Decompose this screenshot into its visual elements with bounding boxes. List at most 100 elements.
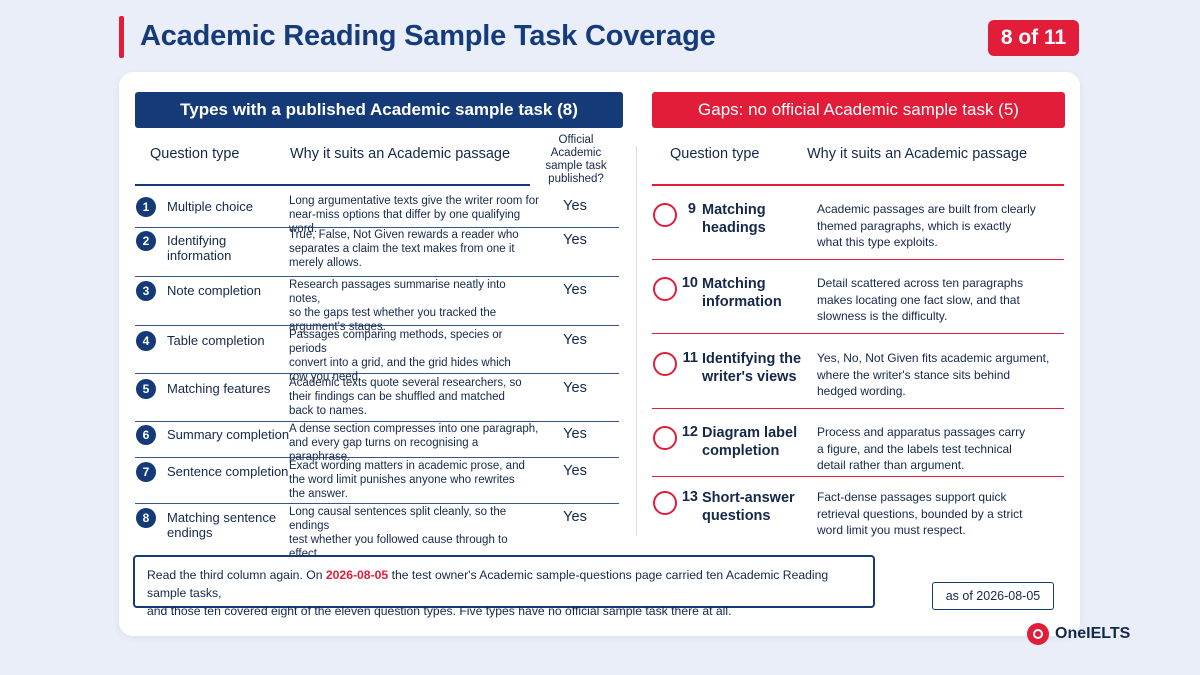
row-number-badge: 3: [136, 281, 156, 301]
empty-status-circle-icon: [653, 491, 677, 515]
right-col-header-type: Question type: [670, 146, 760, 162]
why-it-suits: Long causal sentences split cleanly, so …: [289, 505, 539, 561]
gap-why-line: Detail scattered across ten paragraphs: [817, 276, 1024, 290]
question-type-line: Summary completion: [167, 427, 290, 442]
why-it-suits: Exact wording matters in academic prose,…: [289, 459, 539, 501]
brand-name: OneIELTS: [1055, 625, 1131, 642]
page-indicator-badge: 8 of 11: [988, 20, 1079, 56]
gap-row-divider: [652, 476, 1064, 477]
why-it-suits: Research passages summarise neatly into …: [289, 278, 539, 334]
why-line: so the gaps test whether you tracked the: [289, 307, 497, 319]
note-text: Read the third column again. On: [147, 568, 326, 582]
gap-why-line: word limit you must respect.: [817, 523, 966, 537]
why-line: Passages comparing methods, species or p…: [289, 329, 503, 355]
why-it-suits: Long argumentative texts give the writer…: [289, 194, 539, 236]
gap-type-line: Short-answer: [702, 490, 795, 506]
empty-status-circle-icon: [653, 277, 677, 301]
gap-type-line: questions: [702, 508, 771, 524]
gap-type-line: Matching: [702, 276, 766, 292]
gap-number: 13: [681, 489, 698, 505]
why-line: the word limit punishes anyone who rewri…: [289, 474, 515, 486]
gap-row-divider: [652, 408, 1064, 409]
published-status: Yes: [563, 380, 587, 396]
row-divider: [135, 421, 619, 422]
row-number-badge: 2: [136, 231, 156, 251]
question-type-line: Matching features: [167, 381, 271, 396]
why-line: separates a claim the text makes from on…: [289, 243, 515, 255]
row-number-badge: 8: [136, 508, 156, 528]
published-status: Yes: [563, 232, 587, 248]
published-status: Yes: [563, 426, 587, 442]
gap-question-type: Matching information: [702, 275, 782, 311]
why-it-suits: Passages comparing methods, species or p…: [289, 328, 539, 384]
question-type-line: Sentence completion: [167, 464, 289, 479]
official-header-line: published?: [548, 173, 604, 185]
note-line-2: and those ten covered eight of the eleve…: [147, 604, 732, 618]
gap-why-line: retrieval questions, bounded by a strict: [817, 506, 1023, 521]
gap-why-line: slowness is the difficulty.: [817, 309, 948, 323]
gap-why-it-suits: Yes, No, Not Given fits academic argumen…: [817, 350, 1052, 400]
question-type: Note completion: [167, 283, 261, 298]
gap-why-line: what this type exploits.: [817, 235, 938, 249]
why-line: the answer.: [289, 488, 348, 500]
gap-question-type: Matching headings: [702, 201, 766, 237]
note-date: 2026-08-05: [325, 568, 389, 582]
row-number-badge: 1: [136, 197, 156, 217]
gap-why-it-suits: Academic passages are built from clearly…: [817, 201, 1052, 251]
gap-why-line: themed paragraphs, which is exactly: [817, 218, 1012, 233]
gap-question-type: Identifying the writer's views: [702, 350, 801, 386]
gap-type-line: Diagram label: [702, 425, 798, 441]
row-number-badge: 7: [136, 462, 156, 482]
gap-row-divider: [652, 259, 1064, 260]
question-type: Matching features: [167, 381, 270, 396]
right-header-rule: [652, 184, 1064, 186]
published-status: Yes: [563, 509, 587, 525]
gap-why-line: a figure, and the labels test technical: [817, 441, 1012, 456]
row-divider: [135, 373, 619, 374]
why-line: Academic texts quote several researchers…: [289, 377, 522, 389]
official-header-line: Official: [558, 134, 594, 146]
gap-why-line: Fact-dense passages support quick: [817, 490, 1007, 504]
right-col-header-why: Why it suits an Academic passage: [807, 146, 1028, 162]
left-col-header-type: Question type: [150, 146, 240, 162]
why-line: Long causal sentences split cleanly, so …: [289, 506, 507, 532]
content-card: [119, 72, 1080, 636]
page-title: Academic Reading Sample Task Coverage: [140, 20, 716, 52]
row-divider: [135, 276, 619, 277]
why-it-suits: A dense section compresses into one para…: [289, 422, 539, 464]
row-number-badge: 5: [136, 379, 156, 399]
row-divider: [135, 457, 619, 458]
empty-status-circle-icon: [653, 426, 677, 450]
question-type-line: Matching sentence: [167, 510, 277, 525]
left-col-header-why: Why it suits an Academic passage: [290, 146, 511, 162]
gap-number: 12: [681, 424, 698, 440]
empty-status-circle-icon: [653, 352, 677, 376]
why-line: their findings can be shuffled and match…: [289, 391, 505, 403]
why-line: argument's stages.: [289, 321, 386, 333]
title-accent-bar: [119, 16, 124, 58]
panel-divider: [636, 146, 637, 536]
question-type-line: information: [167, 248, 232, 263]
question-type-line: Identifying: [167, 233, 227, 248]
brand-logo-icon: [1027, 623, 1049, 645]
gap-why-line: Yes, No, Not Given fits academic argumen…: [817, 351, 1050, 365]
why-line: test whether you followed cause through …: [289, 534, 508, 560]
gap-number: 9: [687, 201, 696, 217]
gap-row-divider: [652, 333, 1064, 334]
gap-why-it-suits: Fact-dense passages support quick retriev…: [817, 489, 1052, 539]
question-type-line: Table completion: [167, 333, 265, 348]
why-line: row you need.: [289, 371, 362, 383]
gap-why-line: makes locating one fact slow, and that: [817, 292, 1020, 307]
gap-why-line: hedged wording.: [817, 384, 906, 398]
gap-why-line: Academic passages are built from clearly: [817, 202, 1036, 216]
gap-question-type: Diagram label completion: [702, 424, 797, 460]
published-status: Yes: [563, 463, 587, 479]
why-line: merely allows.: [289, 257, 362, 269]
left-header-rule: [135, 184, 530, 186]
why-line: back to names.: [289, 405, 367, 417]
empty-status-circle-icon: [653, 203, 677, 227]
gaps-banner: Gaps: no official Academic sample task (…: [652, 92, 1065, 128]
brand: OneIELTS: [1027, 623, 1130, 645]
published-status: Yes: [563, 282, 587, 298]
why-line: A dense section compresses into one para…: [289, 423, 539, 435]
